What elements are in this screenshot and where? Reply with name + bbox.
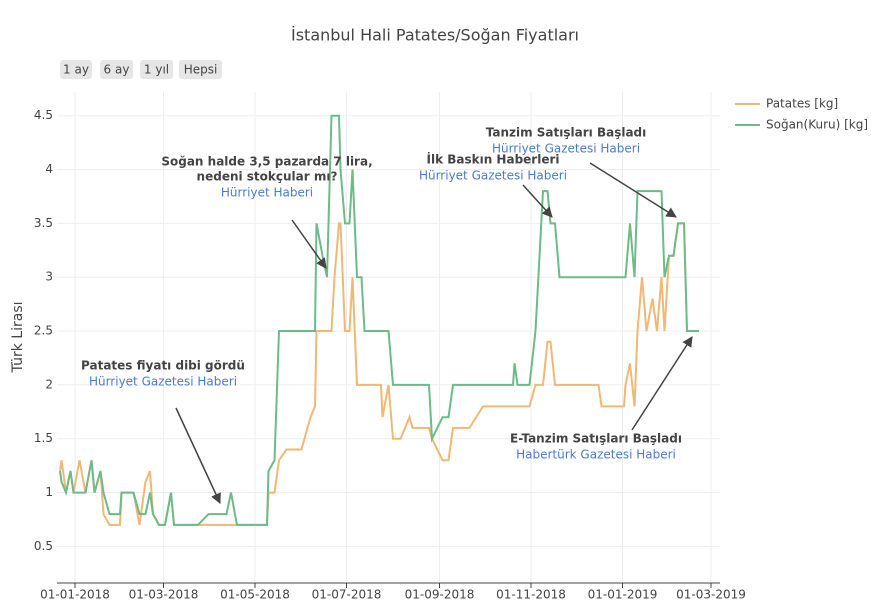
annotation-title: E-Tanzim Satışları Başladı [510, 432, 682, 446]
button-bg [100, 60, 133, 79]
button-label: Hepsi [184, 63, 218, 77]
range-button[interactable]: 1 ay [60, 60, 92, 79]
y-tick-label: 2 [45, 377, 53, 391]
y-tick-label: 1 [45, 485, 53, 499]
annotation-source[interactable]: Hürriyet Gazetesi Haberi [89, 375, 237, 389]
range-button[interactable]: Hepsi [179, 60, 222, 79]
y-tick-label: 2.5 [34, 324, 53, 338]
x-tick-label: 01-01-2019 [588, 588, 658, 602]
button-label: 6 ay [104, 63, 130, 77]
y-tick-label: 3 [45, 270, 53, 284]
button-label: 1 yıl [144, 63, 169, 77]
y-axis-title: Türk Lirası [10, 301, 26, 373]
annotation-source[interactable]: Hürriyet Haberi [221, 186, 313, 200]
annotation-arrow [175, 407, 221, 504]
annotation-arrow [291, 219, 327, 269]
series-line [59, 222, 699, 526]
annotation-source[interactable]: Habertürk Gazetesi Haberi [516, 448, 676, 462]
button-bg [60, 60, 92, 79]
annotation-arrow [589, 162, 677, 218]
legend-label: Patates [kg] [766, 97, 838, 111]
chart-title: İstanbul Hali Patates/Soğan Fiyatları [291, 26, 579, 45]
button-bg [179, 60, 222, 79]
y-tick-label: 4.5 [34, 108, 53, 122]
legend-label: Soğan(Kuru) [kg] [766, 118, 868, 132]
series-line [59, 114, 699, 526]
y-tick-label: 4 [45, 162, 53, 176]
range-button[interactable]: 1 yıl [140, 60, 173, 79]
button-bg [140, 60, 173, 79]
annotation-source[interactable]: Hürriyet Gazetesi Haberi [419, 169, 567, 183]
y-tick-label: 3.5 [34, 216, 53, 230]
annotation-title: Tanzim Satışları Başladı [486, 126, 647, 140]
range-button[interactable]: 6 ay [100, 60, 133, 79]
x-tick-label: 01-11-2018 [496, 588, 566, 602]
x-tick-label: 01-01-2018 [40, 588, 110, 602]
annotation-title: nedeni stokçular mı? [197, 170, 338, 184]
annotation-title: Patates fiyatı dibi gördü [81, 359, 245, 373]
annotation-title: Soğan halde 3,5 pazarda 7 lira, [161, 155, 372, 169]
y-tick-label: 0.5 [34, 539, 53, 553]
x-tick-label: 01-03-2019 [676, 588, 746, 602]
annotation-arrow [631, 336, 693, 431]
annotation-title: İlk Baskın Haberleri [426, 152, 559, 167]
x-tick-label: 01-09-2018 [405, 588, 475, 602]
button-label: 1 ay [63, 63, 89, 77]
annotation-source[interactable]: Hürriyet Gazetesi Haberi [492, 142, 640, 156]
x-tick-label: 01-03-2018 [129, 588, 199, 602]
x-tick-label: 01-07-2018 [312, 588, 382, 602]
x-tick-label: 01-05-2018 [220, 588, 290, 602]
y-tick-label: 1.5 [34, 431, 53, 445]
annotation-arrow [522, 184, 553, 218]
